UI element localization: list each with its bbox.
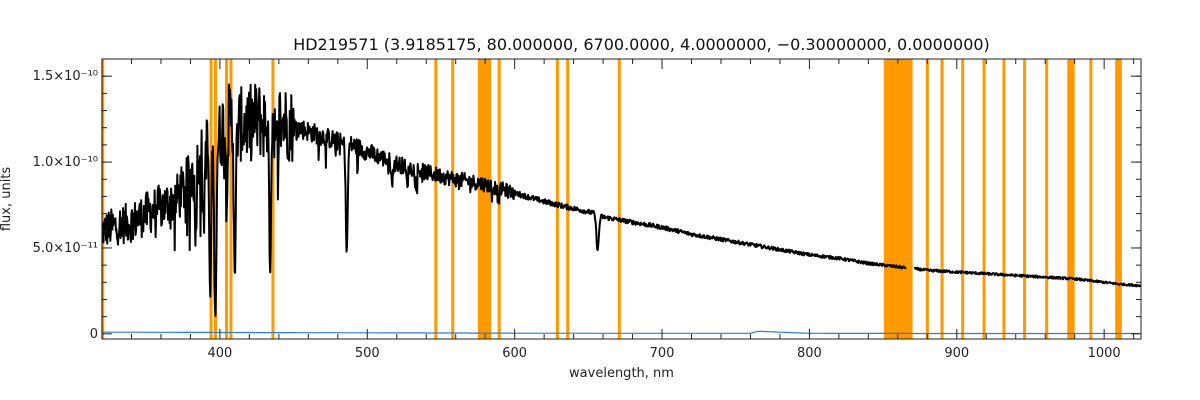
- highlight-band: [883, 59, 913, 339]
- error-series-line: [102, 330, 1140, 335]
- highlight-line: [101, 59, 105, 339]
- highlight-band: [477, 59, 492, 339]
- highlight-line: [1045, 59, 1049, 339]
- plot-frame: [101, 58, 1142, 340]
- series-layer: [101, 83, 1142, 335]
- highlight-line: [1023, 59, 1027, 339]
- highlight-line: [271, 59, 275, 339]
- y-tick-label: 1.0×10⁻¹⁰: [33, 155, 98, 170]
- highlight-lines: [101, 59, 1119, 339]
- flux-series-line: [101, 83, 1142, 317]
- highlight-line: [1115, 59, 1119, 339]
- highlight-line: [1067, 59, 1071, 339]
- x-tick-label: 800: [797, 346, 822, 361]
- highlight-line: [434, 59, 438, 339]
- highlight-line: [925, 59, 929, 339]
- y-tick-label: 1.5×10⁻¹⁰: [33, 69, 98, 84]
- highlight-line: [566, 59, 570, 339]
- y-tick-label: 5.0×10⁻¹¹: [33, 241, 98, 256]
- highlight-band: [1068, 59, 1075, 339]
- highlight-line: [961, 59, 965, 339]
- highlight-line: [982, 59, 986, 339]
- x-axis: 400 500 600 700 800 900 1000: [130, 59, 1135, 361]
- x-tick-label: 600: [502, 346, 527, 361]
- y-tick-label: 0: [90, 327, 98, 342]
- highlight-line: [451, 59, 455, 339]
- highlight-line: [555, 59, 559, 339]
- highlight-line: [1002, 59, 1006, 339]
- x-tick-label: 1000: [1088, 346, 1121, 361]
- highlight-line: [229, 59, 233, 339]
- highlight-line: [617, 59, 621, 339]
- x-axis-label: wavelength, nm: [569, 366, 674, 381]
- chart-title: HD219571 (3.9185175, 80.000000, 6700.000…: [293, 35, 990, 54]
- highlight-line: [940, 59, 944, 339]
- x-tick-label: 700: [650, 346, 675, 361]
- highlight-line: [1089, 59, 1093, 339]
- x-tick-label: 500: [355, 346, 380, 361]
- x-tick-label: 400: [207, 346, 232, 361]
- x-tick-label: 900: [944, 346, 969, 361]
- highlight-line: [213, 59, 217, 339]
- y-axis: 0 5.0×10⁻¹¹ 1.0×10⁻¹⁰ 1.5×10⁻¹⁰: [33, 69, 1141, 342]
- y-axis-label: flux, units: [0, 167, 14, 232]
